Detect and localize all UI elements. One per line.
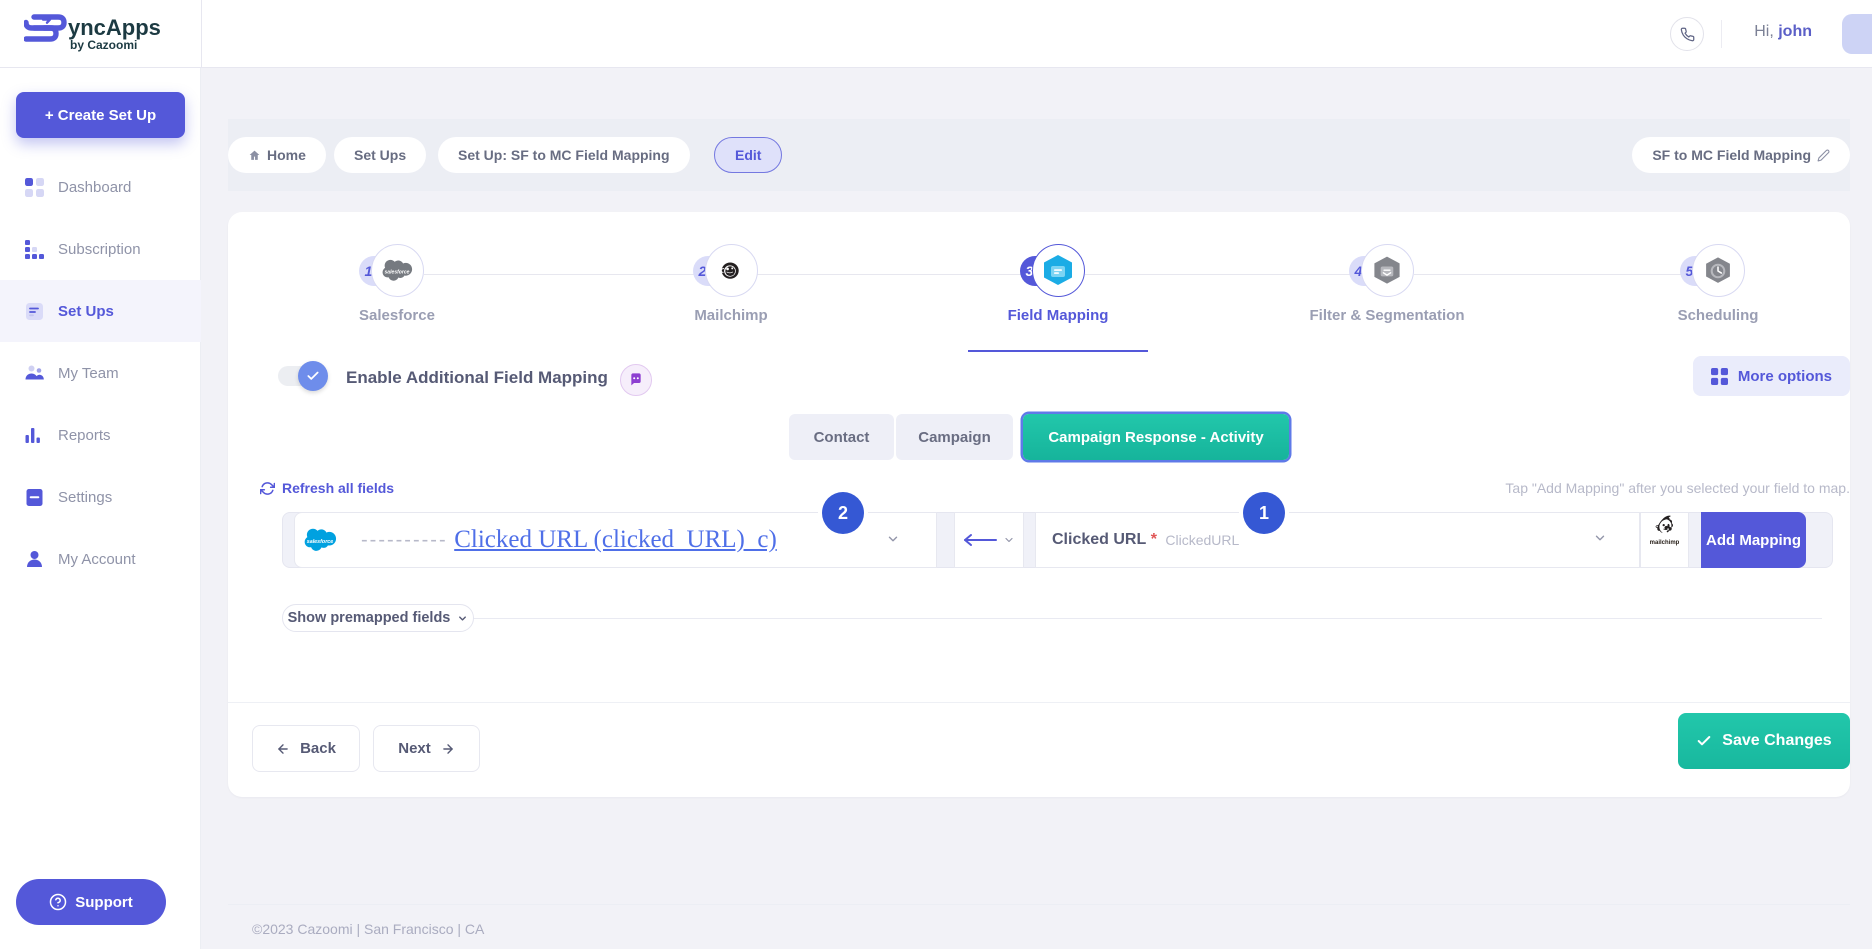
svg-text:salesforce: salesforce <box>385 269 410 275</box>
svg-text:by Cazoomi: by Cazoomi <box>70 38 137 52</box>
svg-text:yncApps: yncApps <box>68 15 161 40</box>
